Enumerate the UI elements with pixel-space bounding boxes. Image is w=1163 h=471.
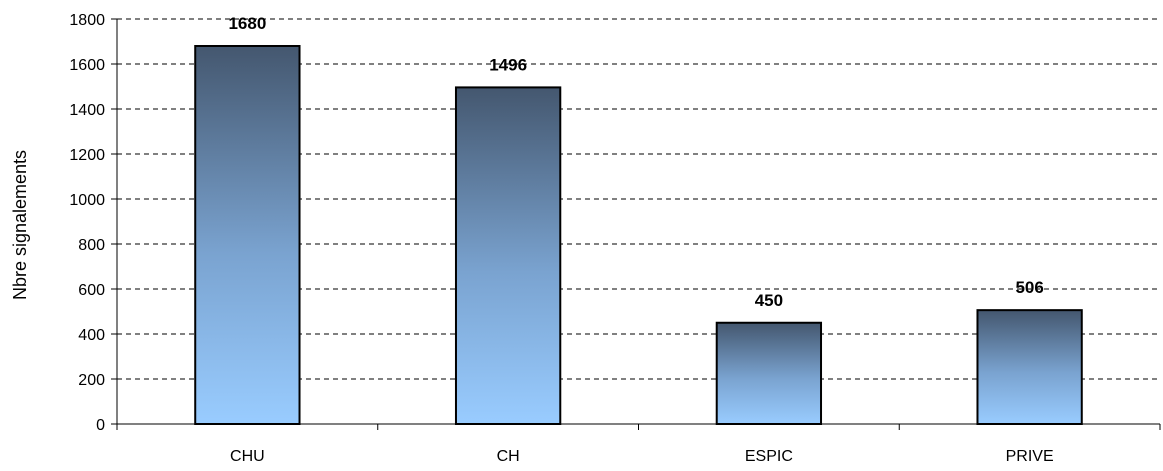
data-label: 1680 [228, 14, 266, 33]
data-label: 1496 [489, 55, 527, 74]
data-label: 450 [755, 291, 783, 310]
y-tick-label: 1600 [69, 57, 105, 74]
y-tick-label: 1000 [69, 192, 105, 209]
labels: 0 200 400 600 800 1000 1200 1400 1600 1800 1680 CHU… [69, 12, 1053, 465]
x-tick-label: CH [497, 448, 520, 465]
y-tick-label: 1400 [69, 102, 105, 119]
y-axis-title: Nbre signalements [10, 150, 30, 300]
bar-espic [715, 321, 823, 425]
y-tick-label: 1200 [69, 147, 105, 164]
data-label: 506 [1015, 278, 1043, 297]
y-tick-label: 800 [78, 237, 105, 254]
bar-prive [976, 309, 1083, 425]
x-tick-label: PRIVE [1006, 448, 1054, 465]
y-tick-label: 0 [96, 417, 105, 434]
bars [194, 45, 1083, 426]
bar-ch [454, 86, 562, 426]
y-tick-label: 600 [78, 282, 105, 299]
x-tick-label: CHU [230, 448, 265, 465]
bar-chu [194, 45, 301, 425]
y-tick-label: 400 [78, 327, 105, 344]
x-tick-label: ESPIC [745, 448, 793, 465]
y-tick-label: 1800 [69, 12, 105, 29]
y-tick-label: 200 [78, 372, 105, 389]
axes [111, 18, 1161, 430]
